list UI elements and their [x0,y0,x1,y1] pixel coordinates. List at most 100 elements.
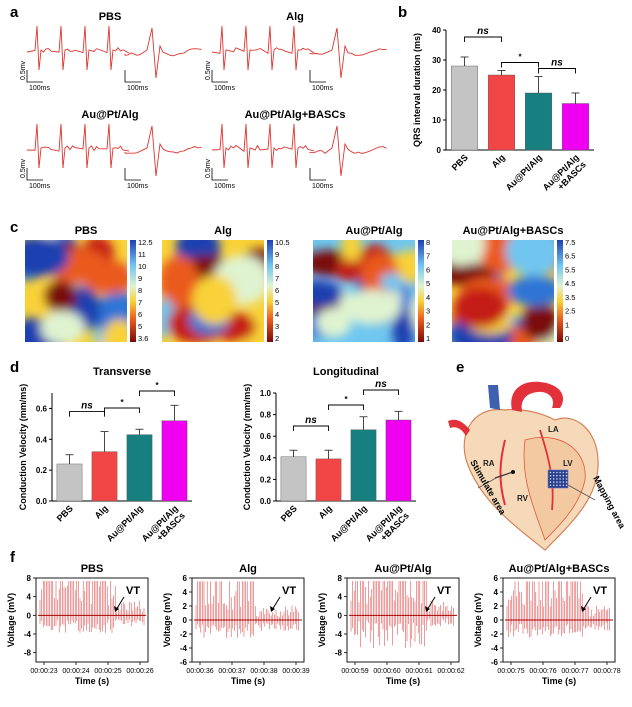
y-tick-label: 6 [183,574,188,583]
y-tick-label: -6 [491,658,499,667]
colorbar-tick-label: 6 [426,265,430,274]
significance-bracket [363,389,399,395]
y-tick-label: 0.2 [260,475,272,484]
map-blob [392,306,414,342]
heart-vena-cava [488,385,500,410]
map-blob [530,240,554,266]
y-axis-title: Conduction Velocity (mm/ms) [18,384,28,511]
activation-map [313,240,415,342]
heart-artery-branch [499,439,506,506]
significance-label: ns [551,58,563,69]
panel-a-letter: a [10,4,19,21]
heart-artery-branch-2 [539,429,554,511]
mapping-pointer [567,484,596,501]
colorbar-tick-label: 9 [275,250,279,259]
stimulate-electrode [494,471,514,479]
x-tick-label: 00:00:78 [593,668,620,675]
x-tick-label: 00:00:59 [341,668,368,675]
x-tick-label: 00:00:23 [30,668,57,675]
y-tick-label: 0 [27,611,32,620]
scale-bar [309,168,326,181]
colorbar [267,240,273,342]
x-axis-title: Time (s) [386,676,420,686]
y-tick-label: -4 [491,644,499,653]
panel-e-heart-diagram: LA RA LV RV Stimulate area Mapping area [448,381,628,551]
y-tick-label: 2 [494,602,499,611]
x-tick-label: 00:00:36 [186,668,213,675]
x-tick-label-line: Alg [490,152,507,169]
panel-c-activation-maps: PBS12.51110987653.6Alg10.598765432Au@Pt/… [25,225,575,343]
bar [561,103,590,151]
colorbar-tick-label: 2.5 [565,307,575,316]
ecg-beat-trace [124,125,202,177]
colorbar-tick-label: 10.5 [275,238,290,247]
y-tick-label: -4 [180,644,188,653]
scale-time-label: 100ms [29,183,51,190]
y-tick-label: 0.6 [36,404,48,413]
y-axis-title: Voltage (mV) [317,593,327,647]
y-tick-label: 4 [27,593,32,602]
x-tick-label: 00:00:25 [94,668,121,675]
y-tick-label: 0.6 [260,432,272,441]
grid-dot [552,471,555,474]
panel-f-voltage-traces: PBS 8 4 0 -4 -8 00:00:23 00:00:24 00:00:25 00:00:… [6,563,621,686]
y-tick-label: -2 [491,630,499,639]
label-ra: RA [483,459,495,468]
colorbar-tick-label: 5 [426,279,430,288]
colorbar-tick-label: 11 [138,250,146,259]
colorbar [557,240,563,342]
ecg-beat-trace [309,125,387,177]
y-tick-label: -8 [24,649,32,658]
scale-bar [26,70,43,83]
y-tick-label: 20 [432,86,441,95]
scale-voltage-label: 0.5mv [205,158,212,178]
x-tick-label: Au@Pt/Alg+BASCs [140,503,187,550]
x-tick-label: Alg [93,503,110,520]
significance-label: ns [375,379,387,390]
scale-voltage-label: 0.5mv [205,60,212,80]
significance-bracket [538,68,576,74]
ecg-title: Au@Pt/Alg+BASCs [245,109,346,121]
scale-bar [26,168,43,181]
bar [126,434,153,502]
map-title: Au@Pt/Alg [345,225,402,237]
activation-map [25,240,127,342]
map-blobs [162,240,264,342]
bar [487,74,516,151]
significance-label: ns [81,401,93,412]
trace-title: Alg [239,563,257,575]
y-axis-title: Voltage (mV) [6,593,16,647]
x-tick-label: 00:00:39 [282,668,309,675]
colorbar-tick-label: 6.5 [565,252,575,261]
y-tick-label: 4 [494,588,499,597]
grid-dot [565,481,568,483]
map-blobs [452,240,554,342]
grid-dot [562,474,565,477]
grid-dot [556,478,558,480]
bar [350,429,377,502]
y-tick-label: 0.4 [36,435,48,444]
significance-bracket [139,390,175,396]
map-blob [40,310,85,342]
scale-bar [211,168,228,181]
map-blob [507,275,554,307]
y-tick-label: 0 [437,146,442,155]
x-tick-label: 00:00:76 [529,668,556,675]
map-blob [81,260,127,294]
grid-dot [549,481,552,483]
significance-bracket [69,411,105,417]
heart-aorta [511,381,564,412]
grid-dot [549,478,552,480]
y-tick-label: 8 [338,574,343,583]
grid-dot [565,474,568,477]
colorbar-tick-label: 8 [426,238,430,247]
grid-dot [552,474,555,477]
y-tick-label: 8 [27,574,32,583]
significance-label: * [344,395,348,404]
y-tick-label: -6 [180,658,188,667]
grid-dot [556,484,558,487]
x-tick-label: Alg [317,503,334,520]
label-rv: RV [517,494,529,503]
